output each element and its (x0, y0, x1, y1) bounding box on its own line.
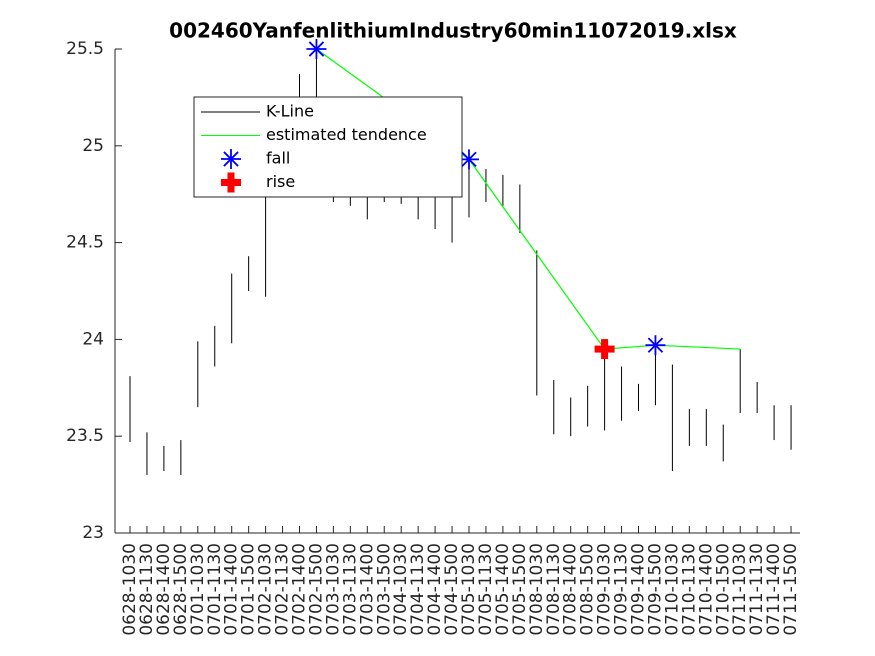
x-tick-label: 0628-1130 (137, 543, 157, 636)
fall-marker (645, 335, 666, 356)
x-tick-label: 0628-1030 (120, 543, 140, 636)
x-tick-label: 0711-1400 (764, 543, 784, 636)
x-tick-label: 0628-1500 (171, 543, 191, 636)
x-tick-label: 0703-1030 (323, 543, 343, 636)
x-tick-label: 0705-1500 (510, 543, 530, 636)
x-tick-label: 0704-1400 (425, 543, 445, 636)
x-tick-label: 0708-1130 (544, 543, 564, 636)
x-tick-label: 0701-1130 (205, 543, 225, 636)
x-tick-label: 0710-1130 (679, 543, 699, 636)
x-tick-label: 0708-1500 (578, 543, 598, 636)
x-tick-label: 0702-1130 (273, 543, 293, 636)
x-tick-label: 0704-1030 (391, 543, 411, 636)
x-tick-label: 0704-1130 (408, 543, 428, 636)
x-tick-label: 0702-1500 (306, 543, 326, 636)
legend-label: estimated tendence (266, 125, 427, 144)
legend-label: K-Line (266, 102, 314, 121)
marker-stroke (601, 339, 609, 360)
x-tick-label: 0701-1400 (222, 543, 242, 636)
x-tick-label: 0703-1500 (374, 543, 394, 636)
x-tick-label: 0710-1400 (696, 543, 716, 636)
x-tick-label: 0703-1400 (357, 543, 377, 636)
fall-marker (306, 39, 327, 59)
x-tick-label: 0710-1030 (662, 543, 682, 636)
legend: K-Line estimated tendence fall rise (193, 96, 463, 198)
x-tick-label: 0709-1030 (595, 543, 615, 636)
marker-stroke (227, 172, 235, 193)
y-tick-label: 23.5 (66, 426, 104, 446)
x-tick-label: 0709-1400 (629, 543, 649, 636)
x-tick-label: 0701-1500 (239, 543, 259, 636)
x-tick-label: 0703-1130 (340, 543, 360, 636)
x-tick-label: 0710-1500 (713, 543, 733, 636)
x-tick-label: 0705-1130 (476, 543, 496, 636)
y-tick-label: 25.5 (66, 39, 104, 59)
x-tick-label: 0705-1030 (459, 543, 479, 636)
x-tick-label: 0708-1400 (561, 543, 581, 636)
y-tick-label: 24 (82, 329, 104, 349)
marker-stroke (308, 41, 325, 57)
x-tick-label: 0711-1030 (730, 543, 750, 636)
legend-label: rise (266, 172, 295, 191)
y-tick-label: 23 (82, 523, 104, 543)
x-tick-label: 0702-1400 (290, 543, 310, 636)
x-tick-label: 0702-1030 (256, 543, 276, 636)
marker-stroke (461, 151, 477, 168)
y-tick-label: 25 (82, 136, 104, 156)
x-tick-label: 0704-1500 (442, 543, 462, 636)
x-tick-label: 0709-1130 (612, 543, 632, 636)
legend-swatch (221, 172, 241, 193)
y-tick-label: 24.5 (66, 233, 104, 253)
x-tick-label: 0701-1030 (188, 543, 208, 636)
marker-stroke (223, 151, 239, 167)
x-tick-label: 0711-1130 (747, 543, 767, 636)
legend-swatch (221, 149, 241, 169)
chart-title: 002460YanfenlithiumIndustry60min11072019… (169, 19, 737, 43)
x-tick-label: 0708-1030 (527, 543, 547, 636)
legend-label: fall (266, 149, 290, 168)
marker-stroke (647, 337, 664, 353)
x-tick-label: 0628-1400 (154, 543, 174, 636)
x-tick-label: 0711-1500 (781, 543, 801, 636)
x-tick-label: 0705-1400 (493, 543, 513, 636)
x-tick-label: 0709-1500 (645, 543, 665, 636)
rise-marker (594, 339, 615, 360)
